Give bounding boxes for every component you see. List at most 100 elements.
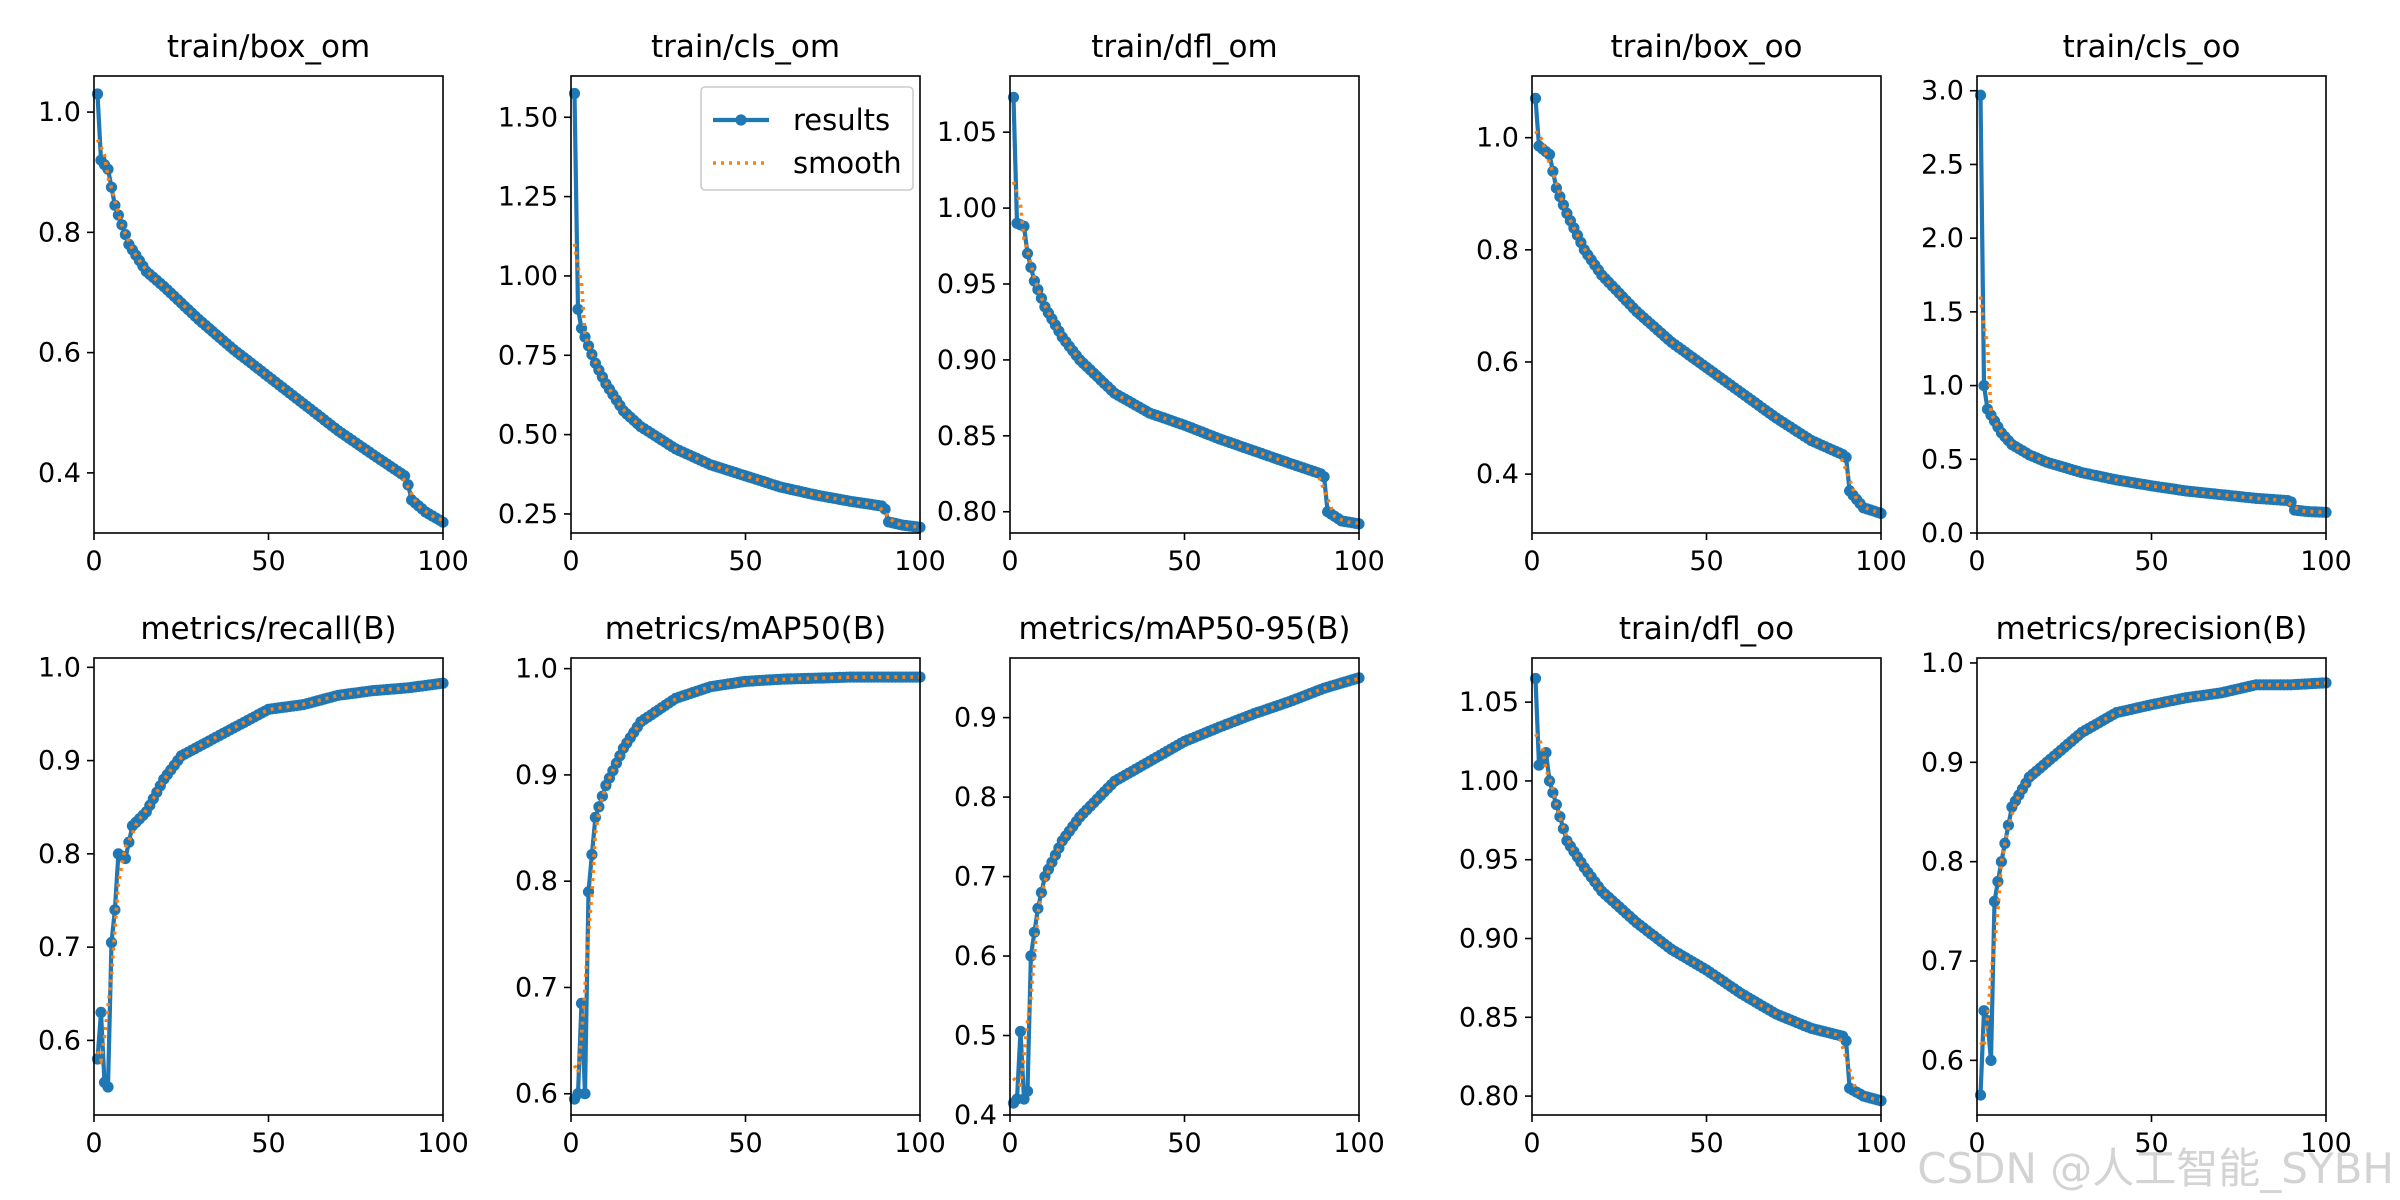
- results-point: [95, 1006, 107, 1019]
- x-tick-label: 100: [2300, 1128, 2352, 1159]
- results-point: [1557, 199, 1569, 211]
- x-tick-label: 100: [894, 546, 946, 577]
- y-tick-label: 0.9: [38, 746, 81, 777]
- results-point: [1992, 875, 2004, 888]
- y-tick-label: 1.0: [38, 652, 81, 683]
- chart-title: train/cls_om: [651, 29, 840, 65]
- results-line: [1978, 95, 2327, 515]
- y-tick-label: 1.25: [498, 182, 558, 213]
- results-point: [1021, 1085, 1034, 1097]
- watermark: CSDN @人工智能_SYBH: [1917, 1144, 2394, 1193]
- x-tick-label: 100: [1855, 546, 1907, 577]
- results-point: [1035, 886, 1047, 899]
- chart-title: metrics/recall(B): [140, 611, 396, 647]
- y-tick-label: 0.95: [1459, 845, 1519, 876]
- y-tick-label: 1.0: [1921, 371, 1964, 402]
- x-tick-label: 100: [1333, 1128, 1385, 1159]
- y-tick-label: 3.0: [1921, 76, 1964, 107]
- y-tick-label: 0.8: [1921, 847, 1964, 878]
- chart-metrics-map50-95-b: metrics/mAP50-95(B) 0 50 100 0.4 0.5 0.6 0.7 0.8…: [954, 611, 1385, 1159]
- x-tick-label: 50: [1167, 546, 1201, 577]
- y-tick-label: 0.6: [38, 338, 81, 369]
- y-tick-label: 0.8: [515, 866, 558, 897]
- x-tick-label: 50: [251, 546, 285, 577]
- chart-title: train/box_oo: [1610, 29, 1802, 65]
- chart-train-box-oo: train/box_oo 0 50 100 0.4 0.6 0.8 1.0: [1476, 29, 1907, 577]
- y-tick-label: 0.5: [954, 1021, 997, 1052]
- y-tick-label: 0.85: [937, 421, 997, 452]
- y-tick-label: 0.85: [1459, 1002, 1519, 1033]
- y-tick-label: 1.00: [937, 193, 997, 224]
- chart-title: metrics/precision(B): [1996, 611, 2308, 647]
- results-point: [119, 229, 131, 241]
- x-tick-label: 0: [85, 1128, 102, 1159]
- results-point: [1032, 902, 1044, 915]
- plot-frame: [1009, 657, 1360, 1116]
- legend: results smooth: [700, 86, 914, 191]
- x-tick-label: 0: [1001, 1128, 1018, 1159]
- y-tick-label: 0.6: [954, 941, 997, 972]
- results-point: [109, 199, 121, 211]
- y-tick-label: 1.00: [498, 261, 558, 292]
- x-tick-label: 100: [894, 1128, 946, 1159]
- plot-frame: [93, 75, 444, 534]
- x-tick-label: 100: [1333, 546, 1385, 577]
- results-point: [1978, 380, 1990, 392]
- y-tick-label: 1.0: [1921, 648, 1964, 679]
- y-tick-label: 0.8: [1476, 235, 1519, 266]
- y-tick-label: 2.0: [1921, 223, 1964, 254]
- y-tick-label: 0.0: [1921, 518, 1964, 549]
- y-tick-label: 0.95: [937, 269, 997, 300]
- x-tick-label: 50: [728, 1128, 762, 1159]
- y-tick-label: 0.80: [937, 497, 997, 528]
- chart-title: train/dfl_om: [1091, 29, 1277, 65]
- x-tick-label: 100: [417, 546, 469, 577]
- x-tick-label: 50: [1689, 1128, 1723, 1159]
- chart-train-dfl-oo: train/dfl_oo 0 50 100 0.80 0.85 0.90 0.95 1.00 1.…: [1459, 611, 1907, 1159]
- x-tick-label: 100: [417, 1128, 469, 1159]
- y-tick-label: 0.90: [1459, 924, 1519, 955]
- results-line: [1011, 97, 1360, 526]
- y-tick-label: 0.7: [38, 932, 81, 963]
- legend-results-label: results: [793, 103, 890, 137]
- x-tick-label: 0: [1523, 546, 1540, 577]
- chart-train-dfl-om: train/dfl_om 0 50 100 0.80 0.85 0.90 0.95 1.00 1.…: [937, 29, 1385, 577]
- legend-results-marker: [735, 114, 747, 126]
- results-point: [1014, 1025, 1027, 1038]
- y-tick-label: 0.8: [954, 782, 997, 813]
- y-tick-label: 0.50: [498, 420, 558, 451]
- x-tick-label: 0: [1001, 546, 1018, 577]
- y-tick-label: 1.0: [1476, 123, 1519, 154]
- plot-frame: [1976, 75, 2327, 534]
- chart-title: train/dfl_oo: [1619, 611, 1794, 647]
- y-tick-label: 0.75: [498, 340, 558, 371]
- legend-smooth-label: smooth: [793, 146, 902, 180]
- plot-frame: [1531, 75, 1882, 534]
- y-tick-label: 1.5: [1921, 297, 1964, 328]
- x-tick-label: 0: [85, 546, 102, 577]
- results-point: [1025, 261, 1037, 273]
- y-tick-label: 0.7: [954, 862, 997, 893]
- results-point: [582, 340, 595, 352]
- x-tick-label: 50: [1689, 546, 1723, 577]
- results-point: [1995, 856, 2007, 868]
- x-tick-label: 0: [562, 546, 579, 577]
- smooth-line: [572, 675, 920, 1079]
- results-line: [1978, 680, 2327, 1096]
- chart-metrics-precision-b: metrics/precision(B) 0 50 100 0.6 0.7 0.8 0.9 1.…: [1921, 611, 2352, 1159]
- plot-frame: [1531, 657, 1882, 1116]
- y-tick-label: 0.6: [1476, 347, 1519, 378]
- y-tick-label: 0.7: [1921, 946, 1964, 977]
- plot-frame: [93, 657, 444, 1116]
- y-tick-label: 0.6: [38, 1025, 81, 1056]
- results-point: [1840, 1035, 1852, 1047]
- y-tick-label: 0.4: [954, 1100, 997, 1131]
- results-point: [1557, 823, 1569, 835]
- y-tick-label: 0.90: [937, 345, 997, 376]
- y-tick-label: 0.9: [954, 703, 997, 734]
- x-tick-label: 100: [1855, 1128, 1907, 1159]
- plot-frame: [1009, 75, 1360, 534]
- smooth-line: [572, 243, 921, 529]
- y-tick-label: 0.8: [38, 217, 81, 248]
